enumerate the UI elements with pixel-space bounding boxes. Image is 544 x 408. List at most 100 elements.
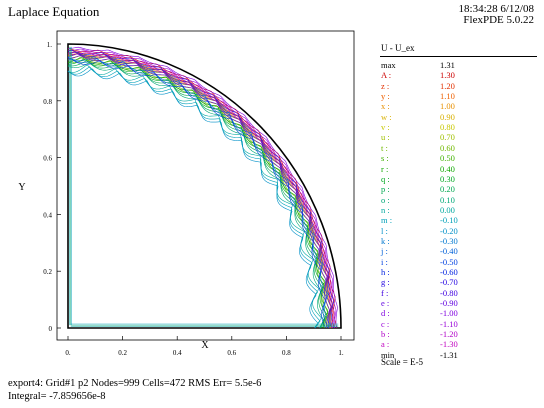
y-tick-label: 0 (49, 325, 53, 333)
legend-level-label: max (381, 60, 396, 70)
legend-level-value: 0.80 (440, 122, 455, 133)
contour-line (67, 63, 324, 329)
legend-level-value: 0.60 (440, 142, 455, 153)
legend-level-label: n : (381, 204, 390, 215)
legend-level-value: 1.31 (440, 60, 455, 70)
legend-level-label: t : (381, 142, 388, 153)
legend-level-label: p : (381, 184, 390, 195)
contour-line (67, 55, 330, 329)
legend-level-label: min (381, 349, 395, 360)
legend-level-value: -0.80 (440, 287, 458, 298)
x-axis-label: X (201, 340, 209, 351)
y-tick-label: 0.8 (43, 98, 52, 106)
software-version: FlexPDE 5.0.22 (463, 14, 534, 26)
y-tick-label: 0.6 (43, 155, 52, 163)
legend-level-value: -1.30 (440, 339, 458, 350)
contour-line (68, 57, 329, 329)
legend-level-value: -0.50 (440, 256, 458, 267)
legend-level-label: w : (381, 111, 392, 122)
legend-level-label: h : (381, 267, 390, 277)
legend-level-value: -0.70 (440, 277, 458, 288)
contour-line (67, 46, 338, 329)
y-tick-label: 0.2 (43, 268, 52, 276)
legend-level-label: r : (381, 163, 389, 174)
contour-line (67, 48, 337, 329)
legend-level-label: c : (381, 318, 390, 329)
contour-line (67, 52, 334, 329)
legend-divider (380, 56, 537, 57)
domain-outline (67, 43, 342, 329)
integral-value: Integral= -7.859656e-8 (8, 391, 106, 402)
domain-boundary (67, 43, 342, 329)
plot-title: Laplace Equation (8, 4, 100, 19)
legend-level-value: 1.30 (440, 70, 455, 81)
legend-level-value: -0.60 (440, 267, 458, 277)
contour-line (67, 49, 335, 329)
legend-level-label: z : (381, 80, 390, 91)
legend-level-value: 0.20 (440, 184, 455, 195)
contour-lines (67, 46, 339, 329)
legend-level-label: i : (381, 256, 388, 267)
legend-level-label: l : (381, 225, 388, 236)
legend-level-label: u : (381, 132, 390, 143)
scale-note: Scale = E-5 (381, 357, 424, 367)
contour-line (67, 58, 327, 329)
legend-level-value: -1.10 (440, 318, 458, 329)
legend-level-value: 1.00 (440, 101, 455, 112)
x-tick-label: 0.2 (118, 349, 127, 357)
contour-line (67, 58, 326, 329)
legend-level-value: -0.10 (440, 215, 458, 226)
x-tick-label: 1. (338, 349, 344, 357)
contour-line (68, 50, 335, 329)
legend-level-value: -1.20 (440, 329, 458, 340)
legend-level-label: f : (381, 287, 389, 298)
y-tick-label: 1. (47, 41, 53, 49)
legend-level-value: -1.31 (440, 349, 458, 360)
legend-level-value: 0.10 (440, 194, 455, 205)
contour-line (67, 48, 338, 329)
plot-frame (56, 30, 355, 341)
legend-level-value: -0.90 (440, 298, 458, 309)
legend-level-value: -0.40 (440, 246, 458, 257)
legend-level-label: x : (381, 101, 390, 112)
grid-stats: export4: Grid#1 p2 Nodes=999 Cells=472 R… (8, 378, 262, 389)
legend-level-label: k : (381, 235, 390, 246)
x-tick-label: 0.8 (282, 349, 291, 357)
contour-line (67, 68, 319, 329)
legend-level-label: a : (381, 339, 390, 350)
legend-level-label: q : (381, 173, 390, 184)
x-tick-label: 0. (65, 349, 71, 357)
legend-level-label: d : (381, 308, 390, 319)
legend-level-value: 0.00 (440, 204, 455, 215)
contour-line (67, 60, 326, 329)
legend-level-label: g : (381, 277, 390, 288)
legend-level-value: 0.40 (440, 163, 455, 174)
legend-level-label: v : (381, 122, 390, 133)
legend-level-value: 0.90 (440, 111, 455, 122)
legend-level-label: A : (381, 70, 392, 81)
legend-level-value: -0.30 (440, 235, 458, 246)
legend-level-value: 0.70 (440, 132, 455, 143)
contour-line (67, 57, 329, 329)
y-tick-label: 0.4 (43, 211, 52, 219)
legend-level-value: 1.10 (440, 91, 455, 102)
legend-level-label: b : (381, 329, 390, 340)
legend-level-label: o : (381, 194, 390, 205)
x-tick-label: 0.6 (227, 349, 236, 357)
legend-level-value: -0.20 (440, 225, 458, 236)
legend-level-value: 0.50 (440, 153, 455, 164)
legend-level-value: 1.20 (440, 80, 455, 91)
legend-title: U - U_ex (381, 43, 415, 53)
legend-level-label: s : (381, 153, 389, 164)
contour-line (67, 64, 322, 329)
legend-level-label: j : (381, 246, 388, 257)
timestamp-block: 18:34:28 6/12/08 FlexPDE 5.0.22 (459, 4, 534, 26)
legend-level-value: 0.30 (440, 173, 455, 184)
timestamp: 18:34:28 6/12/08 (458, 3, 534, 15)
legend-level-label: y : (381, 91, 390, 102)
legend-level-value: -1.00 (440, 308, 458, 319)
x-tick-label: 0.4 (173, 349, 182, 357)
legend-level-label: m : (381, 215, 393, 226)
y-axis-label: Y (18, 182, 25, 193)
